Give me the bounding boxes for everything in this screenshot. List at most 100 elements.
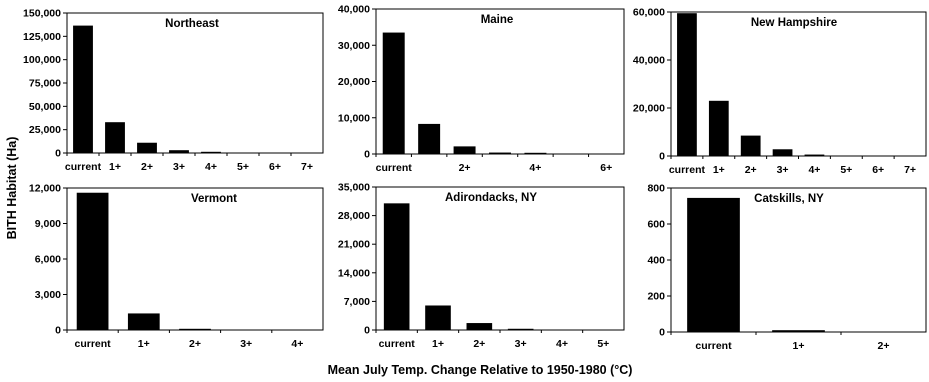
x-tick-label: 2+ — [459, 162, 471, 174]
x-tick-label: 2+ — [745, 164, 757, 176]
x-tick-label: 4+ — [529, 162, 541, 174]
x-tick-label: 4+ — [205, 161, 217, 173]
y-tick-label: 0 — [659, 151, 665, 163]
y-tick-label: 50,000 — [29, 101, 61, 113]
x-tick-label: 3+ — [240, 338, 252, 350]
bar-3+ — [772, 149, 793, 156]
panel-title: Adirondacks, NY — [445, 192, 537, 204]
bar-current — [382, 32, 405, 154]
y-tick-label: 0 — [364, 325, 370, 337]
x-tick-label: 1+ — [432, 338, 444, 350]
y-tick-label: 30,000 — [338, 40, 370, 52]
y-tick-label: 20,000 — [633, 103, 665, 115]
x-tick-label: 4+ — [291, 338, 303, 350]
x-tick-label: current — [695, 340, 732, 352]
bar-1+ — [418, 123, 441, 154]
y-tick-label: 100,000 — [23, 54, 61, 66]
bar-current — [73, 25, 93, 154]
y-tick-label: 0 — [659, 327, 665, 339]
bar-2+ — [453, 146, 476, 154]
panel-4: Adirondacks, NY 0 7,000 14,000 21,000 28,000 3… — [338, 182, 625, 350]
panel-0: Northeast 0 25,000 50,000 75,000 100,000 125,0… — [23, 8, 324, 173]
bar-2+ — [740, 135, 761, 156]
y-tick-label: 12,000 — [29, 183, 61, 195]
x-tick-label: 1+ — [713, 164, 725, 176]
x-tick-label: current — [669, 164, 706, 176]
panel-2: New Hampshire 0 20,000 40,000 60,000 current 1… — [633, 7, 927, 176]
x-tick-label: 5+ — [237, 161, 249, 173]
y-tick-label: 125,000 — [23, 31, 61, 43]
chart-panels: Northeast 0 25,000 50,000 75,000 100,000 125,0… — [23, 4, 927, 352]
bar-3+ — [507, 328, 534, 330]
x-tick-label: 2+ — [141, 161, 153, 173]
panel-title: Catskills, NY — [754, 193, 824, 205]
x-tick-label: 2+ — [473, 338, 485, 350]
panel-title: Vermont — [191, 193, 237, 205]
y-tick-label: 9,000 — [35, 218, 61, 230]
bar-2+ — [466, 323, 493, 330]
panel-5: Catskills, NY 0 200 400 600 800 current 1+ 2+ — [647, 183, 927, 352]
bar-current — [687, 197, 740, 332]
plot-frame — [375, 8, 625, 155]
y-tick-label: 35,000 — [338, 182, 370, 194]
x-tick-label: 3+ — [777, 164, 789, 176]
bar-4+ — [804, 154, 825, 156]
y-tick-label: 40,000 — [633, 55, 665, 67]
y-tick-label: 6,000 — [35, 254, 61, 266]
y-tick-label: 60,000 — [633, 7, 665, 19]
y-tick-label: 28,000 — [338, 210, 370, 222]
x-tick-label: 1+ — [793, 340, 805, 352]
x-tick-label: 6+ — [269, 161, 281, 173]
x-tick-label: current — [379, 338, 416, 350]
bar-3+ — [169, 150, 189, 153]
y-tick-label: 3,000 — [35, 289, 61, 301]
y-tick-label: 0 — [55, 148, 61, 160]
panel-3: Vermont 0 3,000 6,000 9,000 12,000 current 1+ 2+… — [29, 183, 324, 350]
x-tick-label: 1+ — [138, 338, 150, 350]
x-tick-label: 1+ — [109, 161, 121, 173]
bar-4+ — [201, 151, 221, 153]
y-tick-label: 7,000 — [344, 296, 370, 308]
y-tick-label: 20,000 — [338, 76, 370, 88]
bar-2+ — [137, 142, 157, 153]
x-tick-label: 7+ — [904, 164, 916, 176]
bar-current — [76, 192, 109, 330]
bar-4+ — [524, 152, 547, 154]
x-tick-label: 4+ — [556, 338, 568, 350]
y-tick-label: 400 — [647, 255, 665, 267]
bar-1+ — [105, 122, 125, 153]
y-tick-label: 0 — [55, 325, 61, 337]
panel-title: Maine — [481, 14, 514, 26]
y-tick-label: 150,000 — [23, 8, 61, 20]
x-tick-label: current — [75, 338, 112, 350]
x-tick-label: 3+ — [173, 161, 185, 173]
bar-2+ — [179, 328, 211, 330]
bar-1+ — [772, 330, 825, 332]
bar-1+ — [708, 100, 729, 156]
y-tick-label: 25,000 — [29, 124, 61, 136]
x-tick-label: 4+ — [808, 164, 820, 176]
y-tick-label: 40,000 — [338, 4, 370, 16]
x-tick-label: 7+ — [301, 161, 313, 173]
y-tick-label: 200 — [647, 291, 665, 303]
y-tick-label: 21,000 — [338, 239, 370, 251]
panel-1: Maine 0 10,000 20,000 30,000 40,000 current 2+ 4… — [338, 4, 625, 174]
x-tick-label: 2+ — [189, 338, 201, 350]
x-axis-label: Mean July Temp. Change Relative to 1950-… — [328, 363, 633, 377]
bar-1+ — [127, 313, 160, 330]
y-tick-label: 0 — [364, 149, 370, 161]
y-axis-label: BITH Habitat (Ha) — [5, 137, 19, 240]
panel-title: New Hampshire — [751, 17, 837, 29]
bar-current — [677, 13, 697, 157]
y-tick-label: 75,000 — [29, 78, 61, 90]
panel-title: Northeast — [165, 18, 219, 30]
plot-frame — [375, 186, 625, 331]
bar-3+ — [489, 152, 511, 154]
y-tick-label: 10,000 — [338, 112, 370, 124]
bar-1+ — [425, 305, 451, 330]
x-tick-label: 6+ — [600, 162, 612, 174]
y-tick-label: 14,000 — [338, 267, 370, 279]
x-tick-label: current — [65, 161, 102, 173]
x-tick-label: current — [376, 162, 413, 174]
